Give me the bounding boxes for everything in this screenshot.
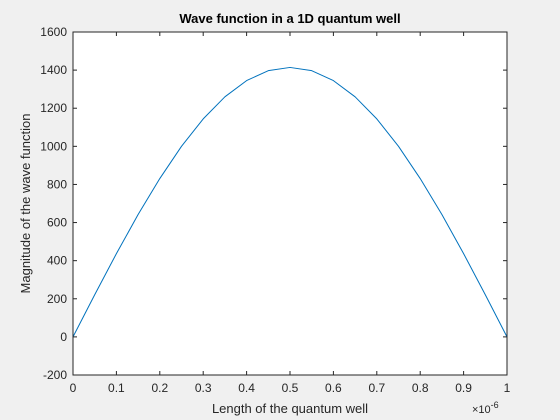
x-axis-label: Length of the quantum well [212, 401, 368, 416]
y-axis-label: Magnitude of the wave function [18, 114, 33, 294]
y-tick-label: 200 [47, 292, 67, 306]
x-axis-ticks: 0 0.1 0.2 0.3 0.4 0.5 0.6 0.7 0.8 0.9 1 [70, 32, 511, 395]
x-exponent-base: ×10 [472, 404, 491, 416]
x-tick-label: 0.3 [195, 381, 212, 395]
y-tick-label: -200 [43, 368, 67, 382]
y-tick-label: 1400 [40, 63, 67, 77]
x-tick-label: 0.6 [325, 381, 342, 395]
x-tick-label: 0.5 [282, 381, 299, 395]
x-exponent-label: ×10-6 [472, 400, 499, 416]
series-layer [72, 66, 508, 338]
plot-area [73, 32, 507, 375]
x-tick-label: 0.2 [151, 381, 168, 395]
x-tick-label: 0.7 [368, 381, 385, 395]
y-axis-ticks: -200 0 200 400 600 800 1000 1200 1400 1600 [40, 25, 507, 382]
x-tick-label: 0 [70, 381, 77, 395]
chart-title: Wave function in a 1D quantum well [179, 11, 400, 26]
series-line [72, 66, 508, 338]
y-tick-label: 1600 [40, 25, 67, 39]
x-tick-label: 0.1 [108, 381, 125, 395]
y-tick-label: 800 [47, 177, 67, 191]
y-tick-label: 1000 [40, 139, 67, 153]
x-tick-label: 0.9 [455, 381, 472, 395]
y-tick-label: 1200 [40, 101, 67, 115]
x-tick-label: 0.8 [412, 381, 429, 395]
x-tick-label: 1 [504, 381, 511, 395]
y-tick-label: 400 [47, 254, 67, 268]
axes-box [72, 31, 508, 376]
x-exponent-power: -6 [491, 400, 499, 410]
y-tick-label: 600 [47, 216, 67, 230]
y-tick-label: 0 [60, 330, 67, 344]
x-tick-label: 0.4 [238, 381, 255, 395]
